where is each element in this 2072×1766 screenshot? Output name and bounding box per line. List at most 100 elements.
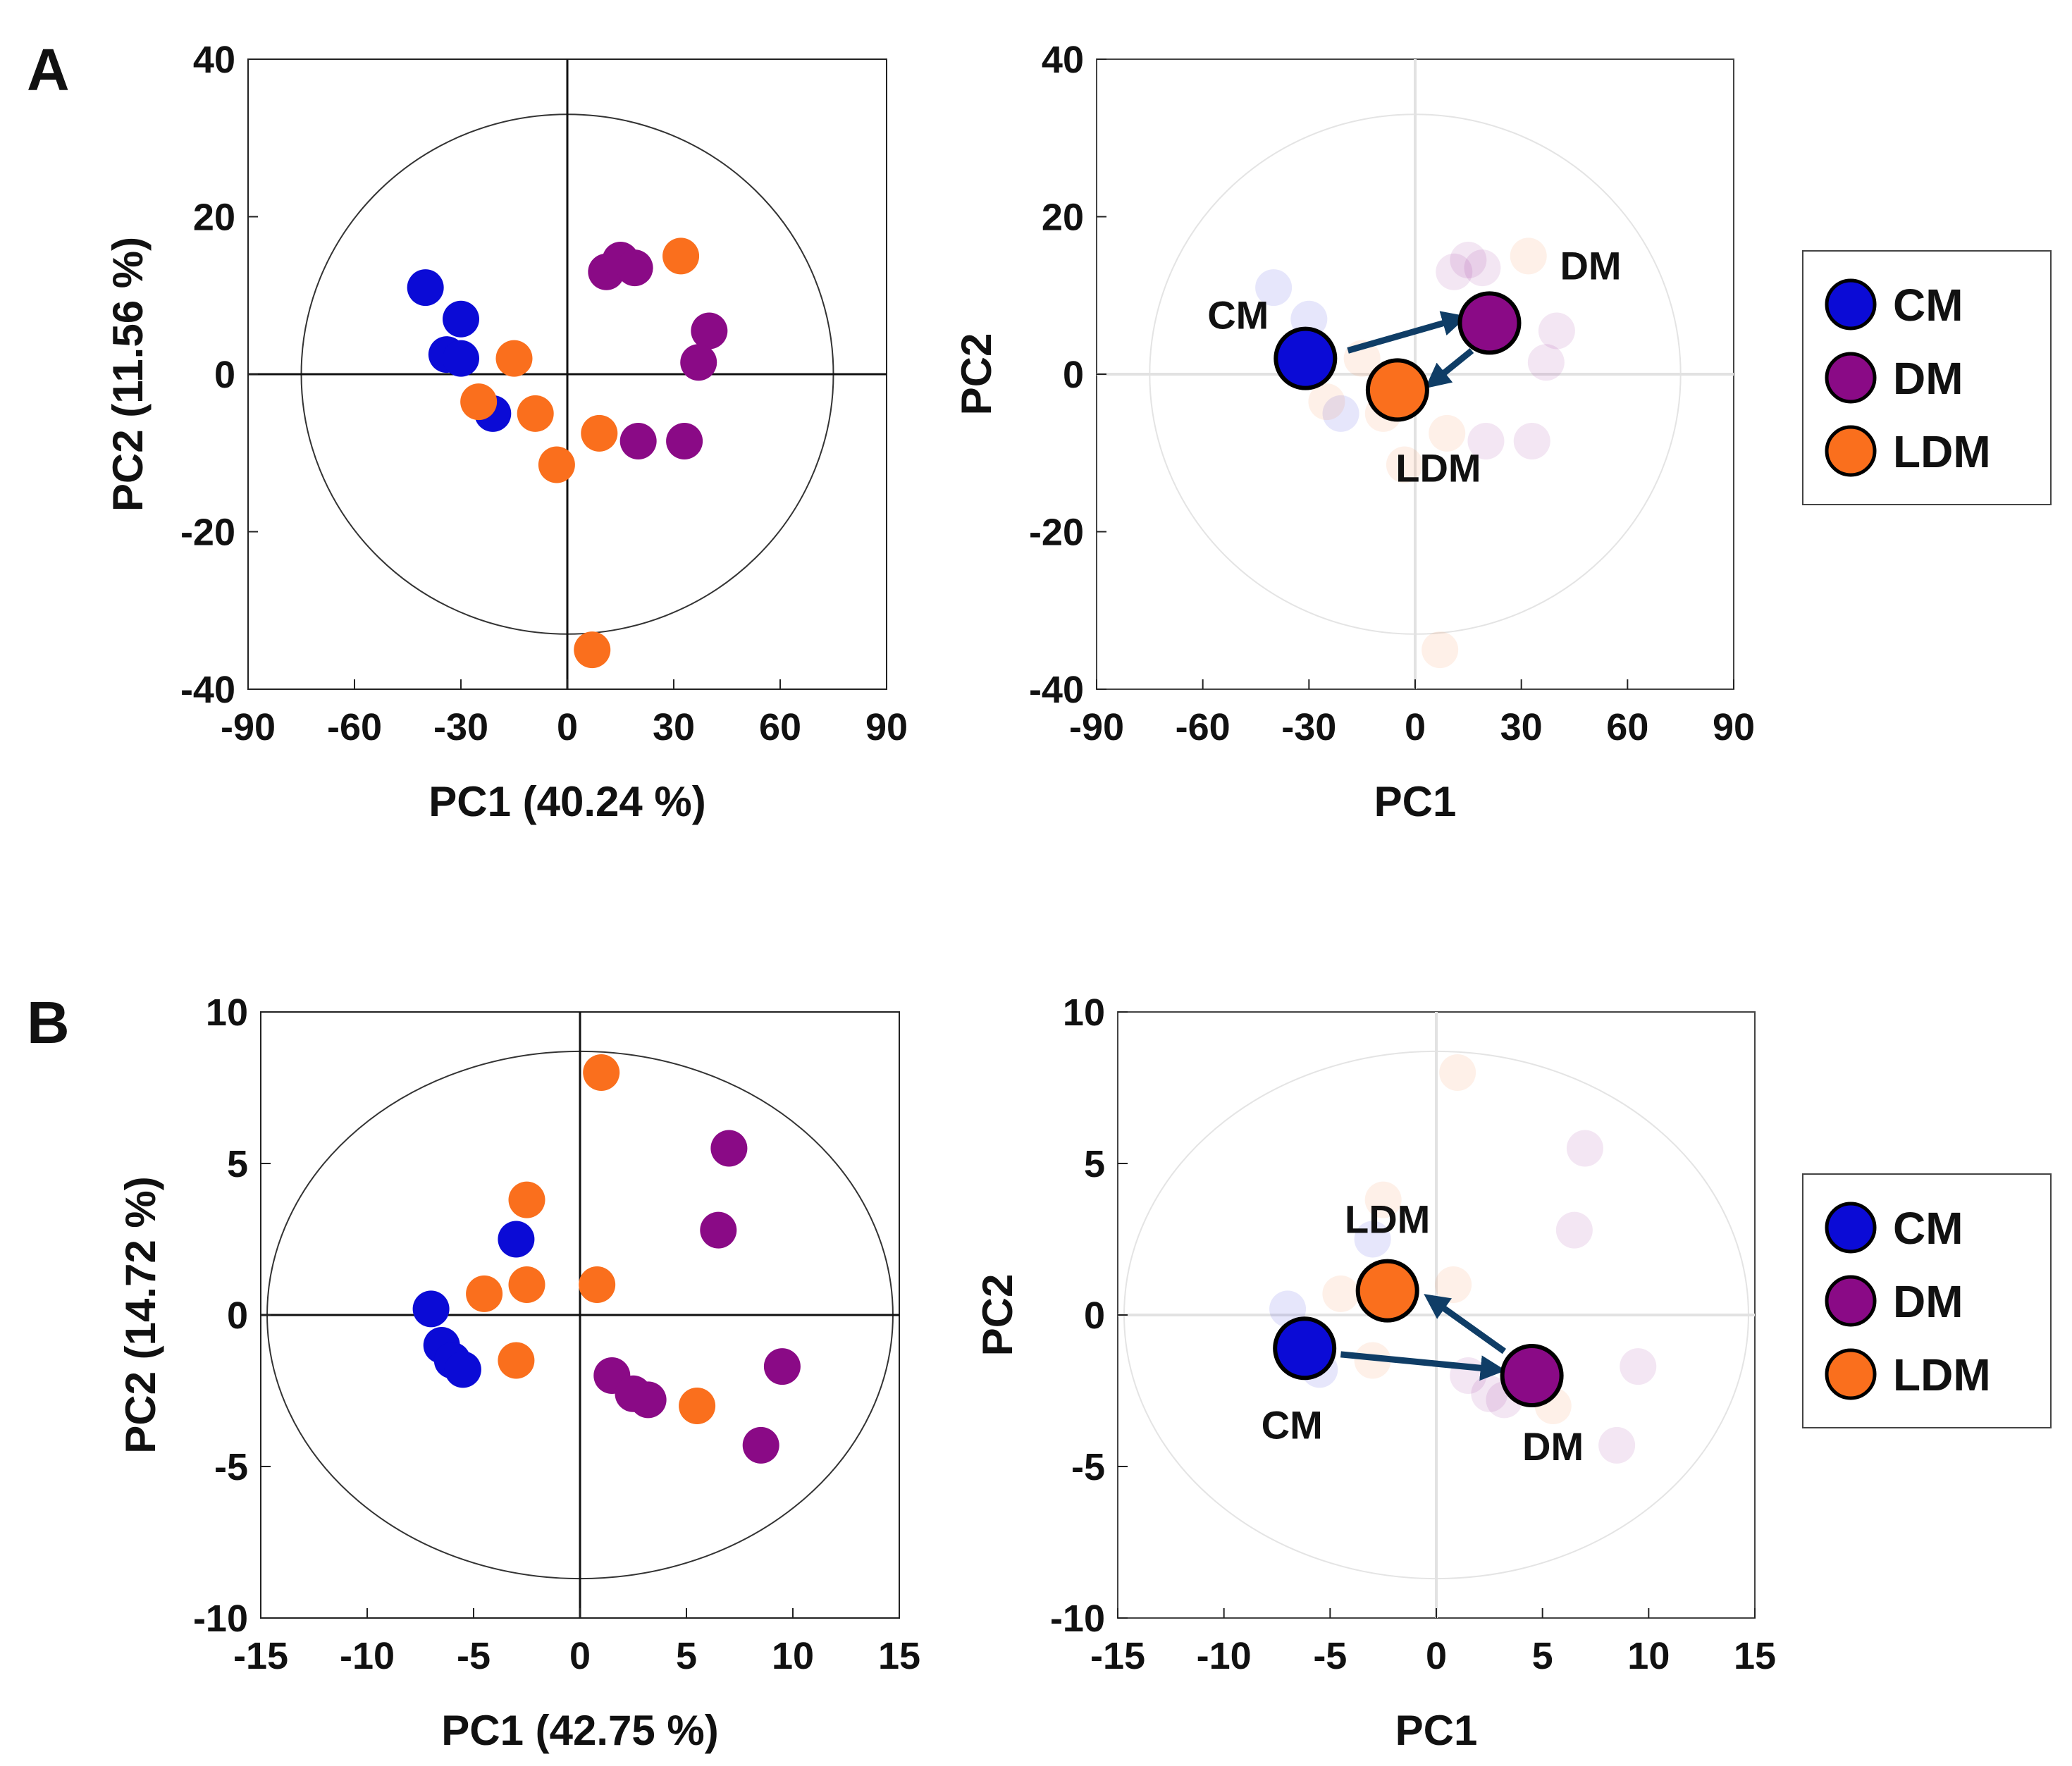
y-tick-label: 0 <box>214 354 235 396</box>
x-tick-label: -30 <box>1281 706 1336 748</box>
x-tick-label: -10 <box>340 1635 395 1677</box>
legend-marker-cm <box>1825 1202 1877 1254</box>
data-point-dm <box>1555 1211 1593 1249</box>
data-point-ldm <box>460 383 498 421</box>
data-point-dm <box>1620 1348 1657 1385</box>
data-point-ldm <box>1422 631 1459 669</box>
group-mean-label-ldm: LDM <box>1345 1197 1430 1242</box>
group-mean-label-cm: CM <box>1262 1402 1323 1447</box>
data-point-dm <box>1513 422 1550 459</box>
x-tick-label: 15 <box>1734 1635 1776 1677</box>
data-point-dm <box>616 249 653 287</box>
data-point-cm <box>443 300 479 338</box>
legend-marker-dm <box>1825 352 1877 404</box>
data-point-ldm <box>508 1266 545 1303</box>
x-tick-label: -15 <box>233 1635 288 1677</box>
data-point-ldm <box>579 1266 616 1303</box>
plot-A-means: -90 -60 -30 0 30 60 90 -40 -20 0 20 40 PC1 PC2 CM DM LDM <box>953 39 1755 825</box>
y-tick-label: 5 <box>1084 1143 1105 1185</box>
data-point-ldm <box>581 414 618 452</box>
data-point-ldm <box>498 1342 535 1379</box>
x-axis-label: PC1 (40.24 %) <box>428 778 706 825</box>
x-tick-label: -90 <box>221 706 276 748</box>
y-tick-label: -20 <box>1029 512 1084 554</box>
x-axis-label: PC1 (42.75 %) <box>441 1707 719 1754</box>
x-tick-label: 0 <box>557 706 578 748</box>
legend-layer: CM DM LDM CM DM LDM <box>1802 250 2052 1428</box>
group-mean-label-dm: DM <box>1522 1424 1584 1469</box>
x-tick-label: -15 <box>1090 1635 1145 1677</box>
y-tick-label: 5 <box>227 1143 248 1185</box>
x-tick-label: 60 <box>759 706 801 748</box>
y-tick-label: 20 <box>1042 197 1084 239</box>
data-point-ldm <box>1322 1275 1359 1312</box>
data-point-ldm <box>466 1275 503 1312</box>
x-tick-label: 0 <box>1405 706 1426 748</box>
data-point-ldm <box>662 237 700 275</box>
x-tick-label: -30 <box>433 706 488 748</box>
y-tick-label: -5 <box>1071 1446 1105 1488</box>
x-tick-label: 60 <box>1606 706 1648 748</box>
data-point-cm <box>407 269 444 307</box>
y-tick-label: 40 <box>1042 39 1084 81</box>
data-point-ldm <box>583 1054 620 1091</box>
data-point-ldm <box>517 395 554 432</box>
data-point-cm <box>1322 395 1359 432</box>
y-tick-label: -10 <box>1050 1598 1105 1640</box>
data-point-dm <box>1538 312 1575 350</box>
group-mean-ldm <box>1355 1259 1419 1323</box>
group-mean-dm <box>1457 291 1522 355</box>
data-point-dm <box>666 422 703 459</box>
group-mean-label-dm: DM <box>1560 243 1621 288</box>
data-point-cm <box>498 1221 535 1258</box>
y-tick-label: -5 <box>214 1446 248 1488</box>
x-tick-label: 90 <box>1713 706 1755 748</box>
data-point-dm <box>763 1348 801 1385</box>
x-tick-label: -5 <box>457 1635 491 1677</box>
data-point-cm <box>444 1351 481 1388</box>
data-point-cm <box>1354 1221 1391 1258</box>
data-point-cm <box>412 1290 450 1328</box>
data-point-dm <box>700 1211 737 1249</box>
data-point-dm <box>1450 241 1487 278</box>
x-tick-label: -60 <box>1176 706 1231 748</box>
data-point-dm <box>629 1381 667 1419</box>
data-point-ldm <box>1510 237 1547 275</box>
plot-A-scores: -90 -60 -30 0 30 60 90 -40 -20 0 20 40 PC1 (40.24 %)… <box>104 39 908 825</box>
group-mean-cm <box>1273 1316 1337 1381</box>
x-tick-label: 90 <box>865 706 908 748</box>
x-tick-label: -5 <box>1313 1635 1347 1677</box>
data-point-dm <box>691 312 728 350</box>
shift-arrow <box>1347 311 1468 354</box>
x-tick-label: 5 <box>1532 1635 1553 1677</box>
x-tick-label: -10 <box>1197 1635 1252 1677</box>
data-point-ldm <box>508 1181 545 1218</box>
y-tick-label: -10 <box>193 1598 248 1640</box>
data-point-ldm <box>495 340 533 377</box>
y-axis-label: PC2 (14.72 %) <box>117 1176 164 1454</box>
data-point-ldm <box>1429 414 1466 452</box>
legend-label-ldm: LDM <box>1893 1350 1991 1400</box>
data-point-ldm <box>1364 1181 1402 1218</box>
data-point-dm <box>1436 253 1473 290</box>
data-point-ldm <box>574 631 611 669</box>
shift-arrow <box>1340 1351 1506 1381</box>
group-mean-ldm <box>1365 358 1429 422</box>
data-point-ldm <box>538 446 575 483</box>
y-tick-label: 20 <box>193 197 235 239</box>
data-point-dm <box>1598 1426 1636 1464</box>
x-tick-label: -60 <box>327 706 382 748</box>
legend-panel-a: CM DM LDM <box>1802 250 2052 505</box>
x-tick-label: 0 <box>1426 1635 1447 1677</box>
x-axis-label: PC1 <box>1395 1707 1478 1754</box>
data-point-ldm <box>679 1388 716 1424</box>
group-mean-label-ldm: LDM <box>1395 445 1481 490</box>
panel-letter-a: A <box>27 37 70 103</box>
y-tick-label: 10 <box>206 992 248 1034</box>
data-point-dm <box>1467 422 1505 459</box>
group-mean-cm <box>1274 326 1338 390</box>
y-axis-label: PC2 <box>953 333 1000 416</box>
data-point-dm <box>680 344 717 381</box>
x-tick-label: 30 <box>653 706 695 748</box>
